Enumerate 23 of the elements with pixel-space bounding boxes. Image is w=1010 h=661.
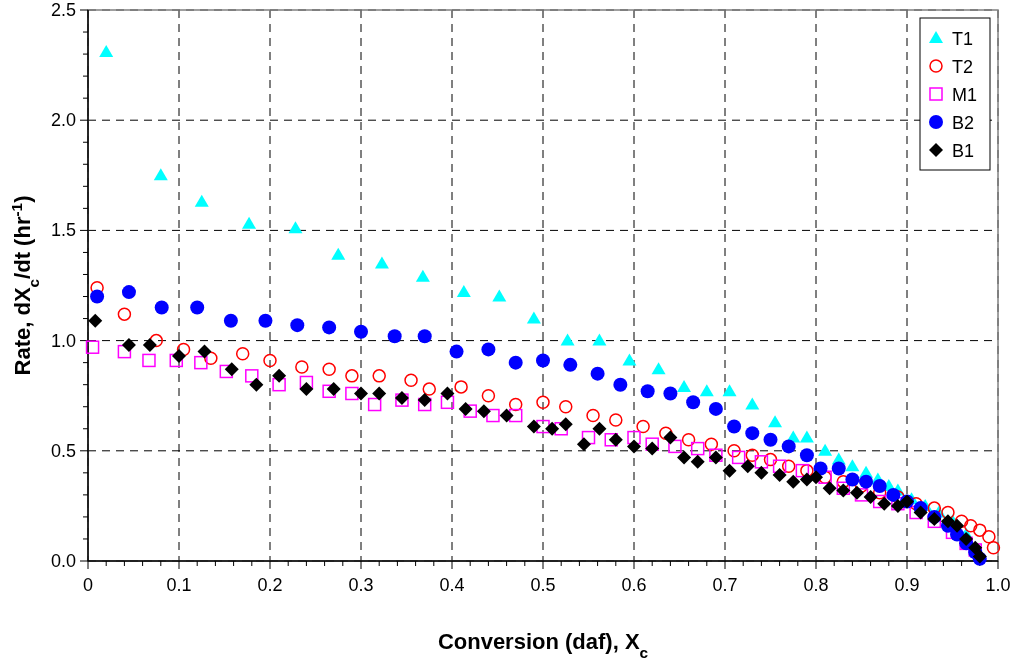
x-tick-label: 0.5 <box>530 575 556 595</box>
x-tick-label: 0 <box>82 575 94 595</box>
legend-label: M1 <box>952 85 978 105</box>
y-tick-label: 0.0 <box>50 551 76 571</box>
x-tick-label: 0.4 <box>439 575 465 595</box>
x-tick-label: 0.1 <box>166 575 192 595</box>
x-tick-label: 0.6 <box>621 575 647 595</box>
legend-label: B2 <box>952 113 975 133</box>
x-tick-label: 0.7 <box>712 575 738 595</box>
y-tick-label: 1.5 <box>50 220 76 241</box>
legend-label: B1 <box>952 141 975 161</box>
x-tick-label: 1.0 <box>985 575 1010 595</box>
legend-label: T2 <box>952 57 974 77</box>
x-tick-label: 0.3 <box>348 575 374 595</box>
y-tick-label: 1.0 <box>50 330 76 351</box>
x-tick-label: 0.9 <box>894 575 920 595</box>
x-tick-label: 0.2 <box>257 575 283 595</box>
legend-label: T1 <box>952 29 974 49</box>
y-tick-label: 2.0 <box>50 110 76 131</box>
y-tick-label: 0.5 <box>50 440 76 461</box>
x-axis-title: Conversion (daf), X$_{c}$ <box>437 629 649 661</box>
x-tick-label: 0.8 <box>803 575 829 595</box>
y-tick-label: 2.5 <box>50 0 76 20</box>
